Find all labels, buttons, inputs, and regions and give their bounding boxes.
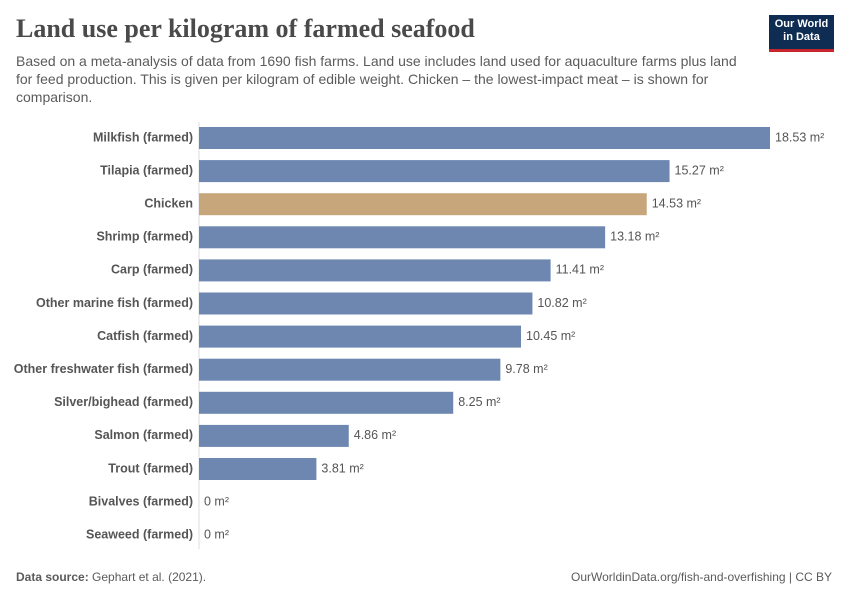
bar [199,259,551,282]
bar [199,358,501,381]
value-label: 8.25 m² [458,395,500,409]
bar [199,391,454,414]
category-label: Catfish (farmed) [97,329,193,343]
category-label: Chicken [144,196,193,210]
value-label: 14.53 m² [652,196,701,210]
category-label: Carp (farmed) [111,263,193,277]
value-label: 13.18 m² [610,230,659,244]
bar [199,127,770,149]
chart-subtitle: Based on a meta-analysis of data from 16… [16,53,737,105]
value-label: 11.41 m² [556,263,604,277]
logo-line: in Data [783,31,820,43]
category-label: Milkfish (farmed) [93,130,193,144]
value-label: 0 m² [204,494,229,508]
category-label: Other freshwater fish (farmed) [14,362,193,376]
logo[interactable]: Our World in Data [769,15,834,52]
value-label: 15.27 m² [675,163,724,177]
value-label: 9.78 m² [505,362,547,376]
source-text: Gephart et al. (2021). [92,570,207,584]
category-label: Trout (farmed) [108,461,193,475]
category-label: Salmon (farmed) [94,428,193,442]
source-label: Data source: [16,570,89,584]
category-label: Tilapia (farmed) [100,163,193,177]
value-label: 0 m² [204,527,229,541]
logo-line: Our World [774,18,829,30]
chart-title: Land use per kilogram of farmed seafood [16,14,475,43]
credit[interactable]: OurWorldinData.org/fish-and-overfishing … [571,570,832,584]
value-label: 10.45 m² [526,329,575,343]
category-label: Shrimp (farmed) [96,230,193,244]
value-label: 3.81 m² [321,461,363,475]
bar [199,325,522,348]
chart: Milkfish (farmed) 18.53 m² Tilapia (farmed… [14,122,824,550]
category-label: Other marine fish (farmed) [36,296,193,310]
category-label: Seaweed (farmed) [86,527,193,541]
value-label: 18.53 m² [775,130,824,144]
value-label: 4.86 m² [354,428,396,442]
bar [199,193,647,216]
bar [199,424,349,447]
bar [199,458,317,480]
bar [199,160,670,183]
bar [199,226,606,249]
category-label: Silver/bighead (farmed) [54,395,193,409]
value-label: 10.82 m² [537,296,586,310]
source: Data source: Gephart et al. (2021). [16,570,206,584]
category-label: Bivalves (farmed) [89,494,193,508]
bar [199,292,533,315]
